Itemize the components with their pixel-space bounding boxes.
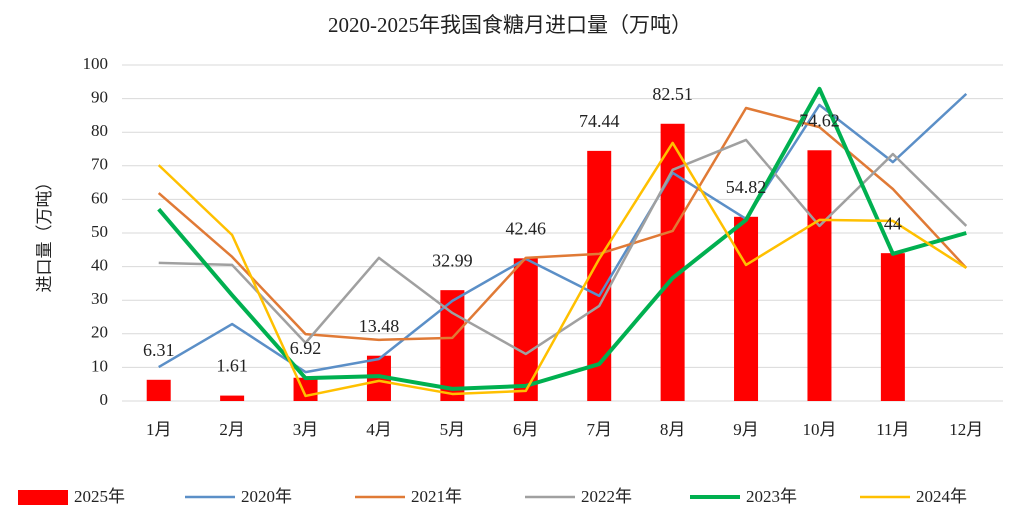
bar: [146, 379, 171, 401]
legend-label: 2020年: [241, 487, 292, 506]
x-tick-label: 10月: [802, 420, 836, 439]
x-tick-label: 4月: [366, 420, 392, 439]
x-tick-label: 6月: [513, 420, 539, 439]
legend-label: 2023年: [746, 487, 797, 506]
bar: [734, 216, 759, 401]
y-axis-label: 进口量（万吨）: [35, 174, 54, 293]
data-label: 74.62: [799, 110, 840, 130]
data-label: 44: [884, 213, 902, 233]
data-label: 13.48: [359, 316, 400, 336]
y-tick-label: 0: [100, 390, 109, 409]
x-tick-label: 5月: [440, 420, 466, 439]
x-tick-label: 8月: [660, 420, 686, 439]
line: [158, 138, 968, 356]
y-tick-label: 90: [91, 88, 108, 107]
legend-label: 2021年: [411, 487, 462, 506]
x-tick-label: 1月: [146, 420, 172, 439]
legend-swatch: [18, 490, 68, 505]
y-tick-label: 100: [83, 54, 109, 73]
x-tick-label: 11月: [876, 420, 909, 439]
data-label: 42.46: [506, 218, 547, 238]
bar: [513, 258, 538, 401]
y-tick-label: 70: [91, 155, 108, 174]
chart-title: 2020-2025年我国食糖月进口量（万吨）: [328, 13, 692, 37]
legend-label: 2025年: [74, 487, 125, 506]
y-tick-label: 40: [91, 256, 108, 275]
y-tick-label: 80: [91, 121, 108, 140]
x-tick-label: 7月: [586, 420, 612, 439]
data-label: 82.51: [652, 84, 693, 104]
x-tick-label: 12月: [949, 420, 983, 439]
x-tick-label: 2月: [219, 420, 245, 439]
data-label: 54.82: [726, 177, 767, 197]
bar: [807, 150, 832, 401]
line: [157, 141, 967, 398]
bar: [220, 395, 245, 401]
data-label: 6.31: [143, 340, 175, 360]
x-tick-label: 9月: [733, 420, 759, 439]
bar: [293, 377, 318, 401]
data-label: 74.44: [579, 111, 620, 131]
y-tick-label: 50: [91, 222, 108, 241]
legend-label: 2022年: [581, 487, 632, 506]
y-tick-label: 30: [91, 289, 108, 308]
y-tick-label: 10: [91, 356, 108, 375]
data-label: 32.99: [432, 250, 473, 270]
legend-label: 2024年: [916, 487, 967, 506]
bar: [880, 253, 905, 401]
bar: [587, 150, 612, 401]
data-label: 1.61: [216, 356, 248, 376]
line: [157, 86, 967, 391]
data-label: 6.92: [290, 338, 322, 358]
line: [157, 106, 968, 342]
y-tick-label: 60: [91, 188, 108, 207]
y-tick-label: 20: [91, 323, 108, 342]
x-tick-label: 3月: [293, 420, 319, 439]
